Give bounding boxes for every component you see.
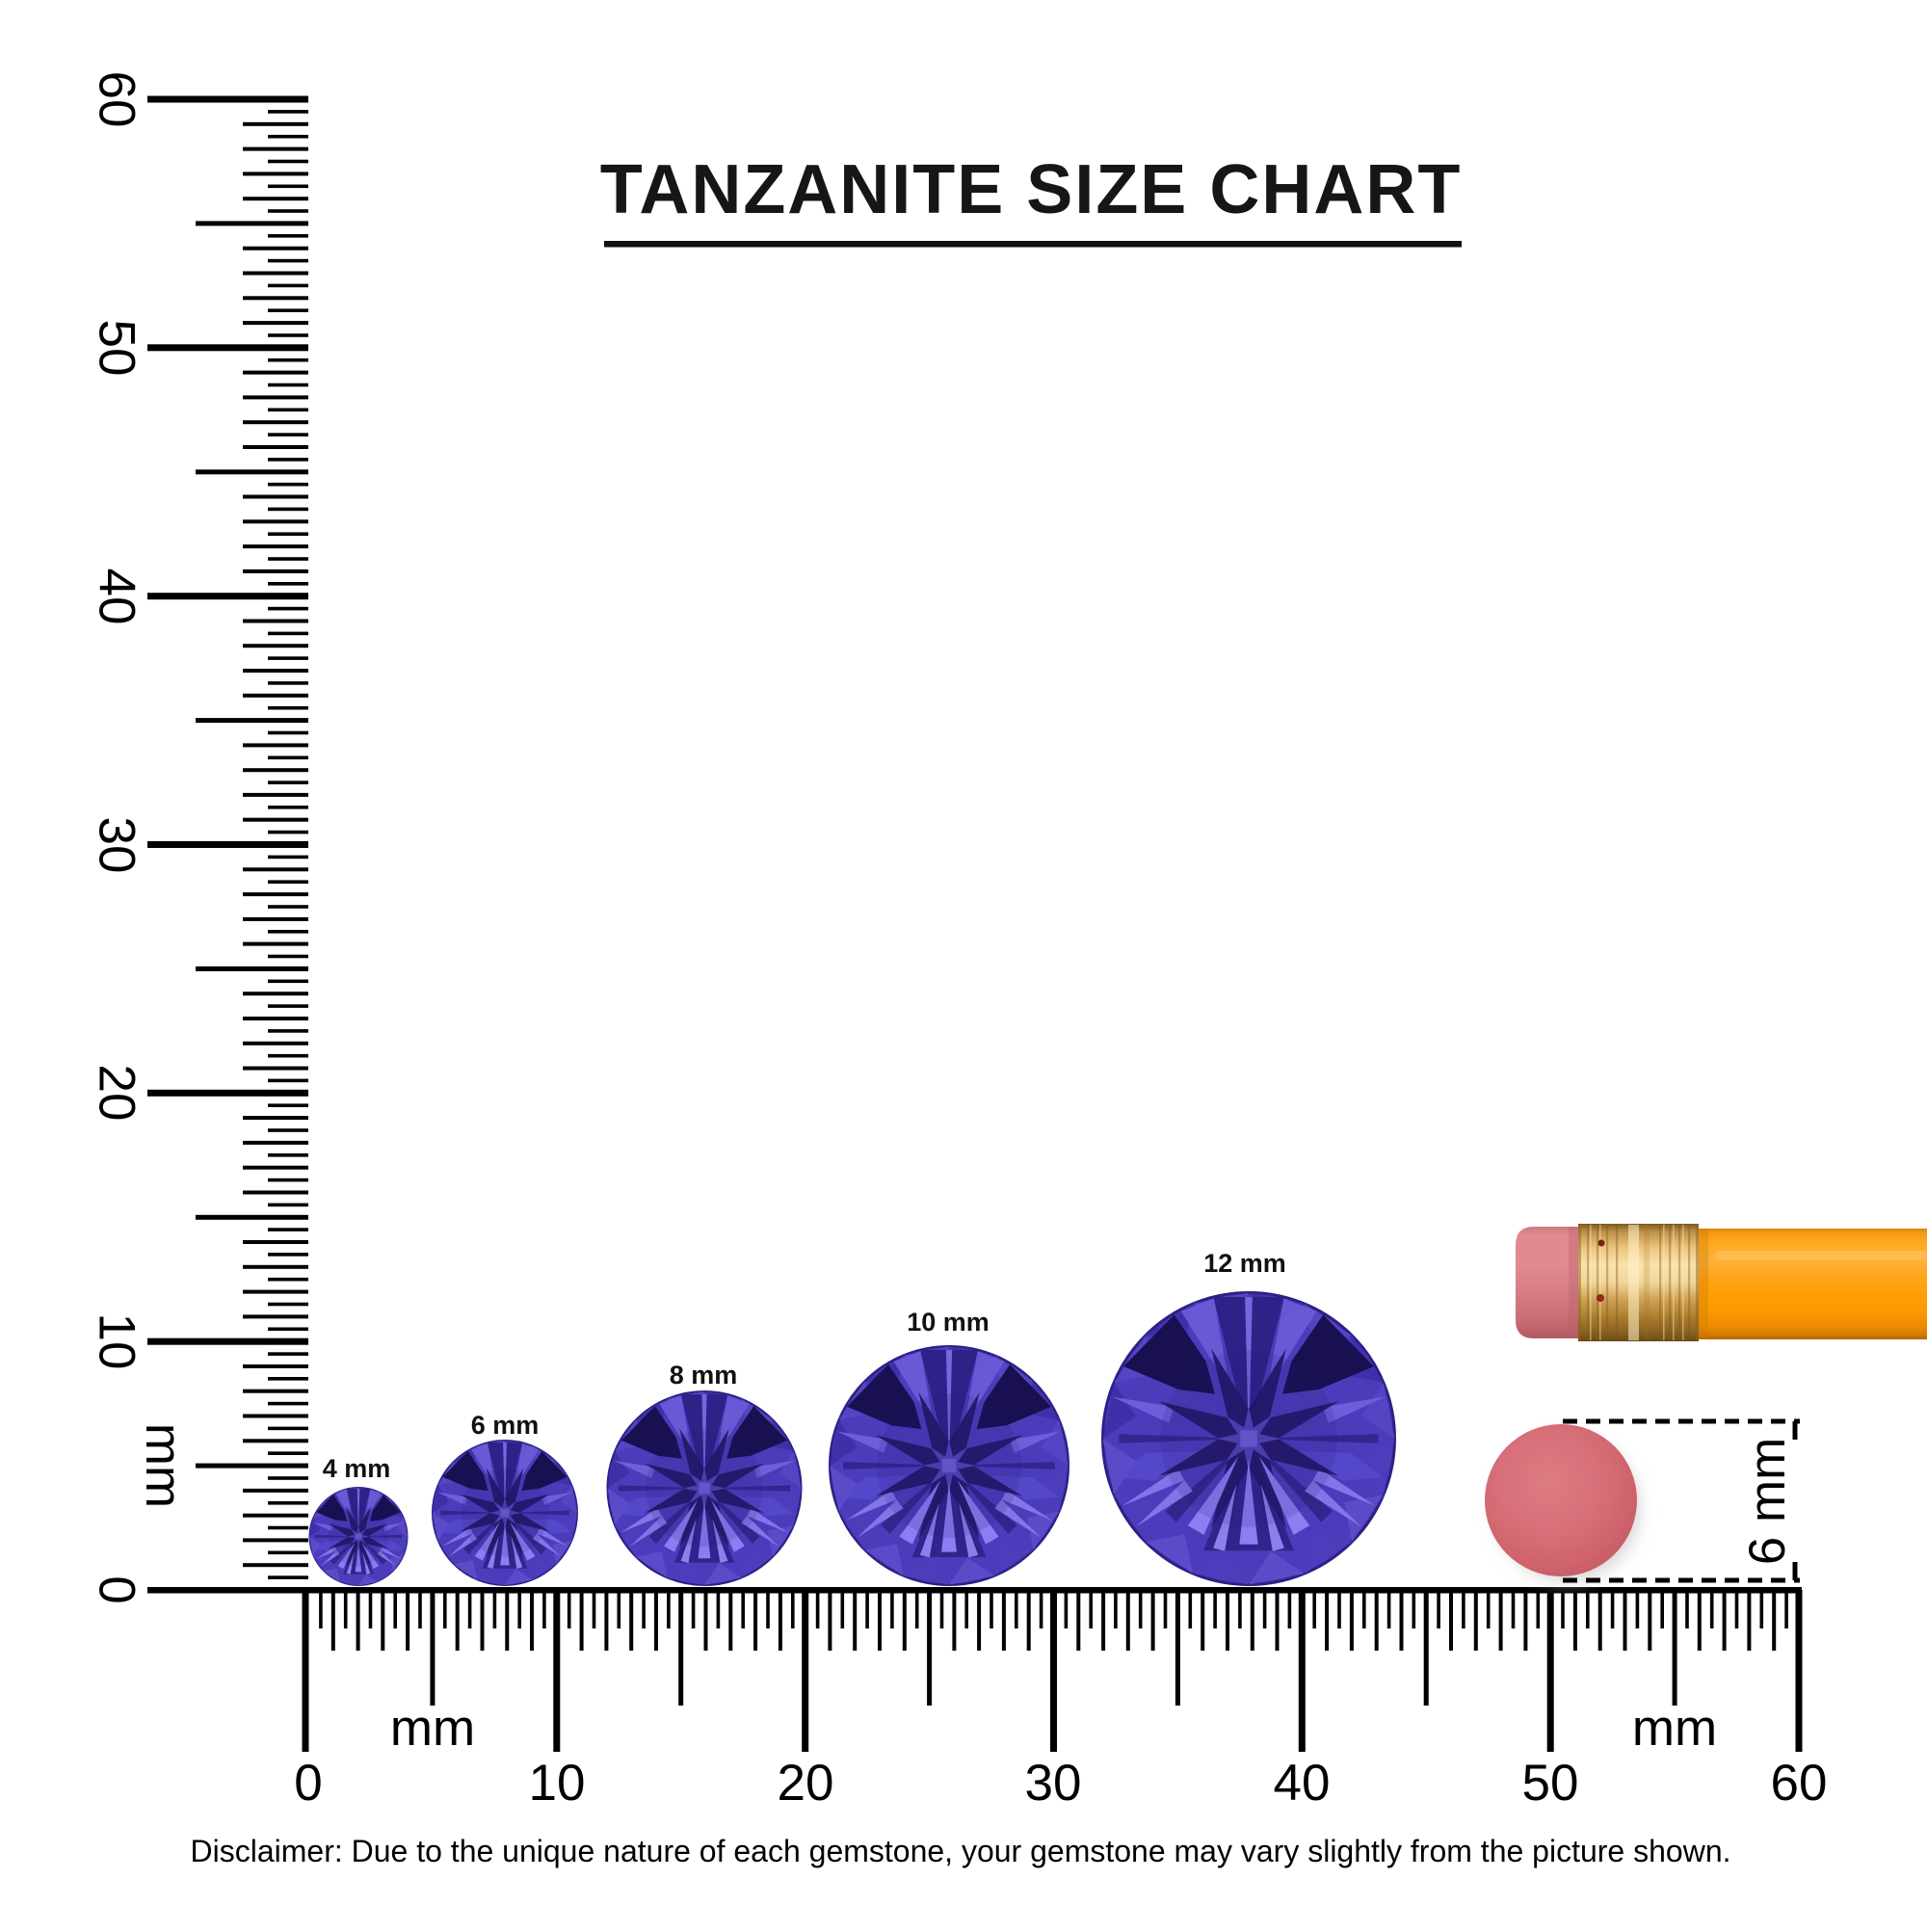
- svg-text:60: 60: [89, 71, 145, 128]
- svg-text:0: 0: [89, 1575, 145, 1603]
- svg-text:mm: mm: [390, 1700, 475, 1757]
- svg-text:60: 60: [1771, 1755, 1828, 1812]
- svg-text:Disclaimer: Due to the unique: Disclaimer: Due to the unique nature of …: [191, 1834, 1731, 1868]
- svg-text:20: 20: [778, 1755, 834, 1812]
- svg-text:50: 50: [1522, 1755, 1579, 1812]
- svg-text:mm: mm: [135, 1423, 192, 1508]
- svg-text:40: 40: [89, 569, 145, 625]
- svg-text:mm: mm: [1632, 1700, 1717, 1757]
- svg-text:20: 20: [89, 1065, 145, 1122]
- svg-text:12 mm: 12 mm: [1203, 1249, 1286, 1278]
- svg-text:30: 30: [89, 817, 145, 874]
- svg-text:4 mm: 4 mm: [323, 1454, 391, 1483]
- svg-text:TANZANITE SIZE CHART: TANZANITE SIZE CHART: [600, 151, 1463, 228]
- svg-text:8 mm: 8 mm: [670, 1361, 738, 1389]
- svg-text:40: 40: [1274, 1755, 1331, 1812]
- svg-text:50: 50: [89, 320, 145, 377]
- svg-text:0: 0: [294, 1755, 322, 1812]
- svg-text:6 mm: 6 mm: [471, 1411, 540, 1440]
- svg-text:10 mm: 10 mm: [907, 1308, 990, 1337]
- svg-text:10: 10: [89, 1313, 145, 1370]
- svg-text:30: 30: [1025, 1755, 1082, 1812]
- svg-text:10: 10: [529, 1755, 586, 1812]
- svg-text:6 mm: 6 mm: [1739, 1438, 1796, 1566]
